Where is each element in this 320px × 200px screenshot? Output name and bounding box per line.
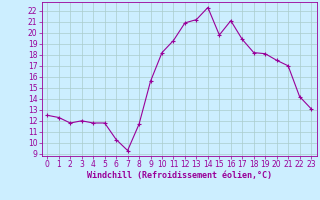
X-axis label: Windchill (Refroidissement éolien,°C): Windchill (Refroidissement éolien,°C) xyxy=(87,171,272,180)
